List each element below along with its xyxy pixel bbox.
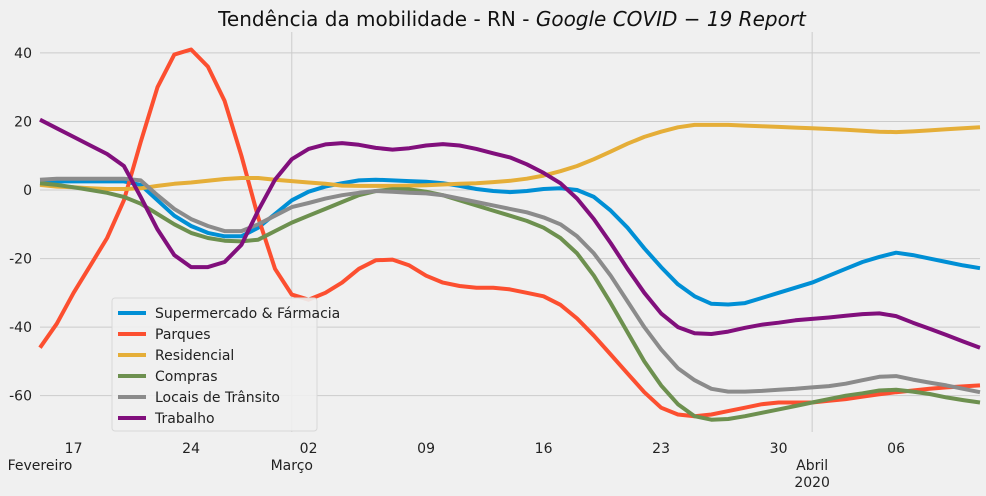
chart-title-italic: Google COVID − 19 Report — [536, 7, 807, 31]
legend-label: Supermercado & Fármacia — [155, 306, 340, 322]
x-minor-tick-label: 30 — [770, 441, 788, 457]
x-minor-tick-label: 23 — [652, 441, 670, 457]
y-tick-label: -20 — [9, 252, 32, 268]
chart-title: Tendência da mobilidade - RN - Google CO… — [217, 7, 807, 31]
y-tick-label: 0 — [23, 183, 32, 199]
series-line-4 — [39, 176, 981, 395]
chart-title-main: Tendência da mobilidade - RN - — [217, 7, 536, 31]
series-line-0 — [40, 177, 981, 307]
x-minor-tick-label: 06 — [887, 441, 905, 457]
y-axis-ticks: 40 20 0 -20 -40 -60 — [9, 46, 32, 405]
x-minor-tick-label: 24 — [182, 441, 200, 457]
x-minor-tick-label: 17 — [65, 441, 83, 457]
y-tick-label: -60 — [9, 389, 32, 405]
y-tick-label: 20 — [14, 114, 32, 130]
series-line-5 — [39, 117, 981, 350]
y-tick-label: 40 — [14, 46, 32, 62]
legend-box — [111, 297, 318, 432]
x-major-tick-label: Março — [271, 458, 313, 474]
legend-label: Compras — [155, 369, 218, 385]
legend-label: Trabalho — [154, 411, 215, 427]
x-minor-tick-label: 16 — [535, 441, 553, 457]
series-line-3 — [39, 181, 981, 422]
x-major-tick-year-label: 2020 — [794, 475, 830, 491]
series-line-2 — [39, 122, 981, 191]
x-minor-tick-label: 09 — [417, 441, 435, 457]
legend-label: Locais de Trânsito — [155, 390, 280, 406]
x-major-tick-label: Fevereiro — [8, 458, 73, 474]
legend: Supermercado & Fármacia Parques Residencia… — [111, 297, 340, 432]
y-tick-label: -40 — [9, 320, 32, 336]
series-lines — [38, 47, 981, 422]
x-minor-tick-label: 02 — [300, 441, 318, 457]
legend-label: Residencial — [155, 348, 234, 364]
legend-label: Parques — [155, 327, 211, 343]
x-major-tick-label: Abril — [796, 458, 828, 474]
